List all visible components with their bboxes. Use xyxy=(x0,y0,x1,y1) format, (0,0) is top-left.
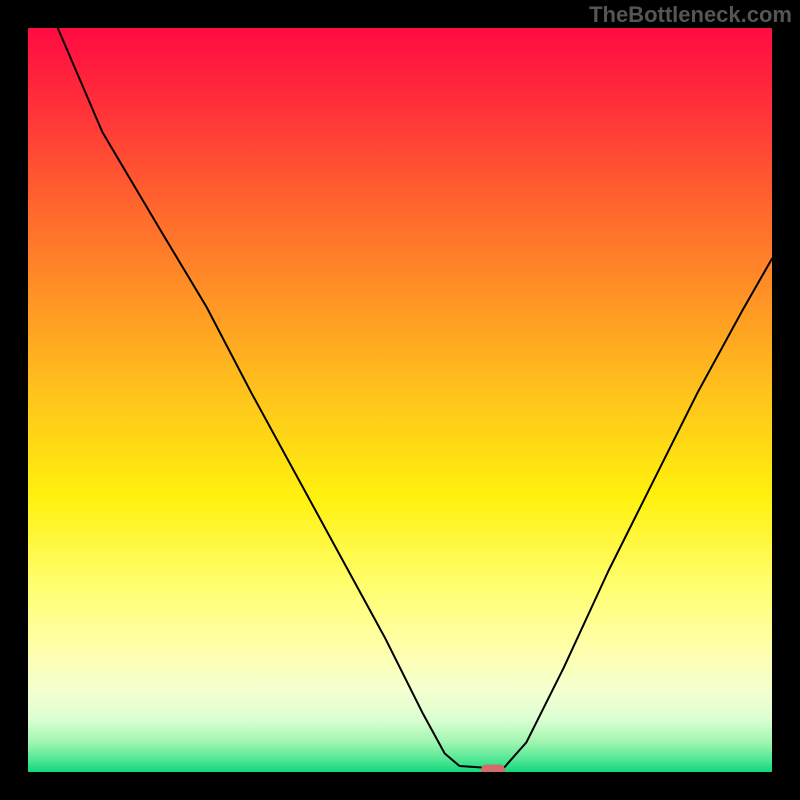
watermark-text: TheBottleneck.com xyxy=(589,2,792,28)
optimal-marker xyxy=(481,764,505,772)
bottleneck-chart: TheBottleneck.com xyxy=(0,0,800,800)
gradient-plot-svg xyxy=(28,28,772,772)
plot-area xyxy=(28,28,772,772)
